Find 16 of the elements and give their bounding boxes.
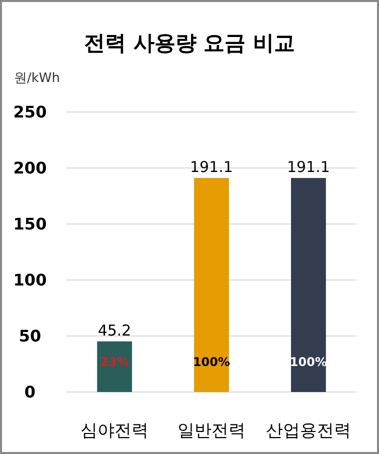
chart-title: 전력 사용량 요금 비교 <box>84 31 295 55</box>
annotation: 23% <box>100 355 129 370</box>
data-label: 191.1 <box>286 158 330 176</box>
y-tick-label: 100 <box>13 270 47 290</box>
y-tick-label: 0 <box>24 382 36 402</box>
data-label: 45.2 <box>98 321 132 340</box>
x-tick-label: 심야전력 <box>80 421 149 441</box>
y-axis-title: 원/kWh <box>14 71 60 86</box>
data-label: 191.1 <box>190 158 233 176</box>
y-tick-label: 50 <box>18 326 42 346</box>
annotation: 100% <box>290 355 327 370</box>
x-tick-label: 산업용전력 <box>266 421 351 441</box>
y-tick-label: 150 <box>13 214 47 234</box>
y-tick-label: 200 <box>13 158 47 178</box>
x-tick-label: 일반전력 <box>178 421 246 441</box>
y-tick-label: 250 <box>13 102 47 122</box>
